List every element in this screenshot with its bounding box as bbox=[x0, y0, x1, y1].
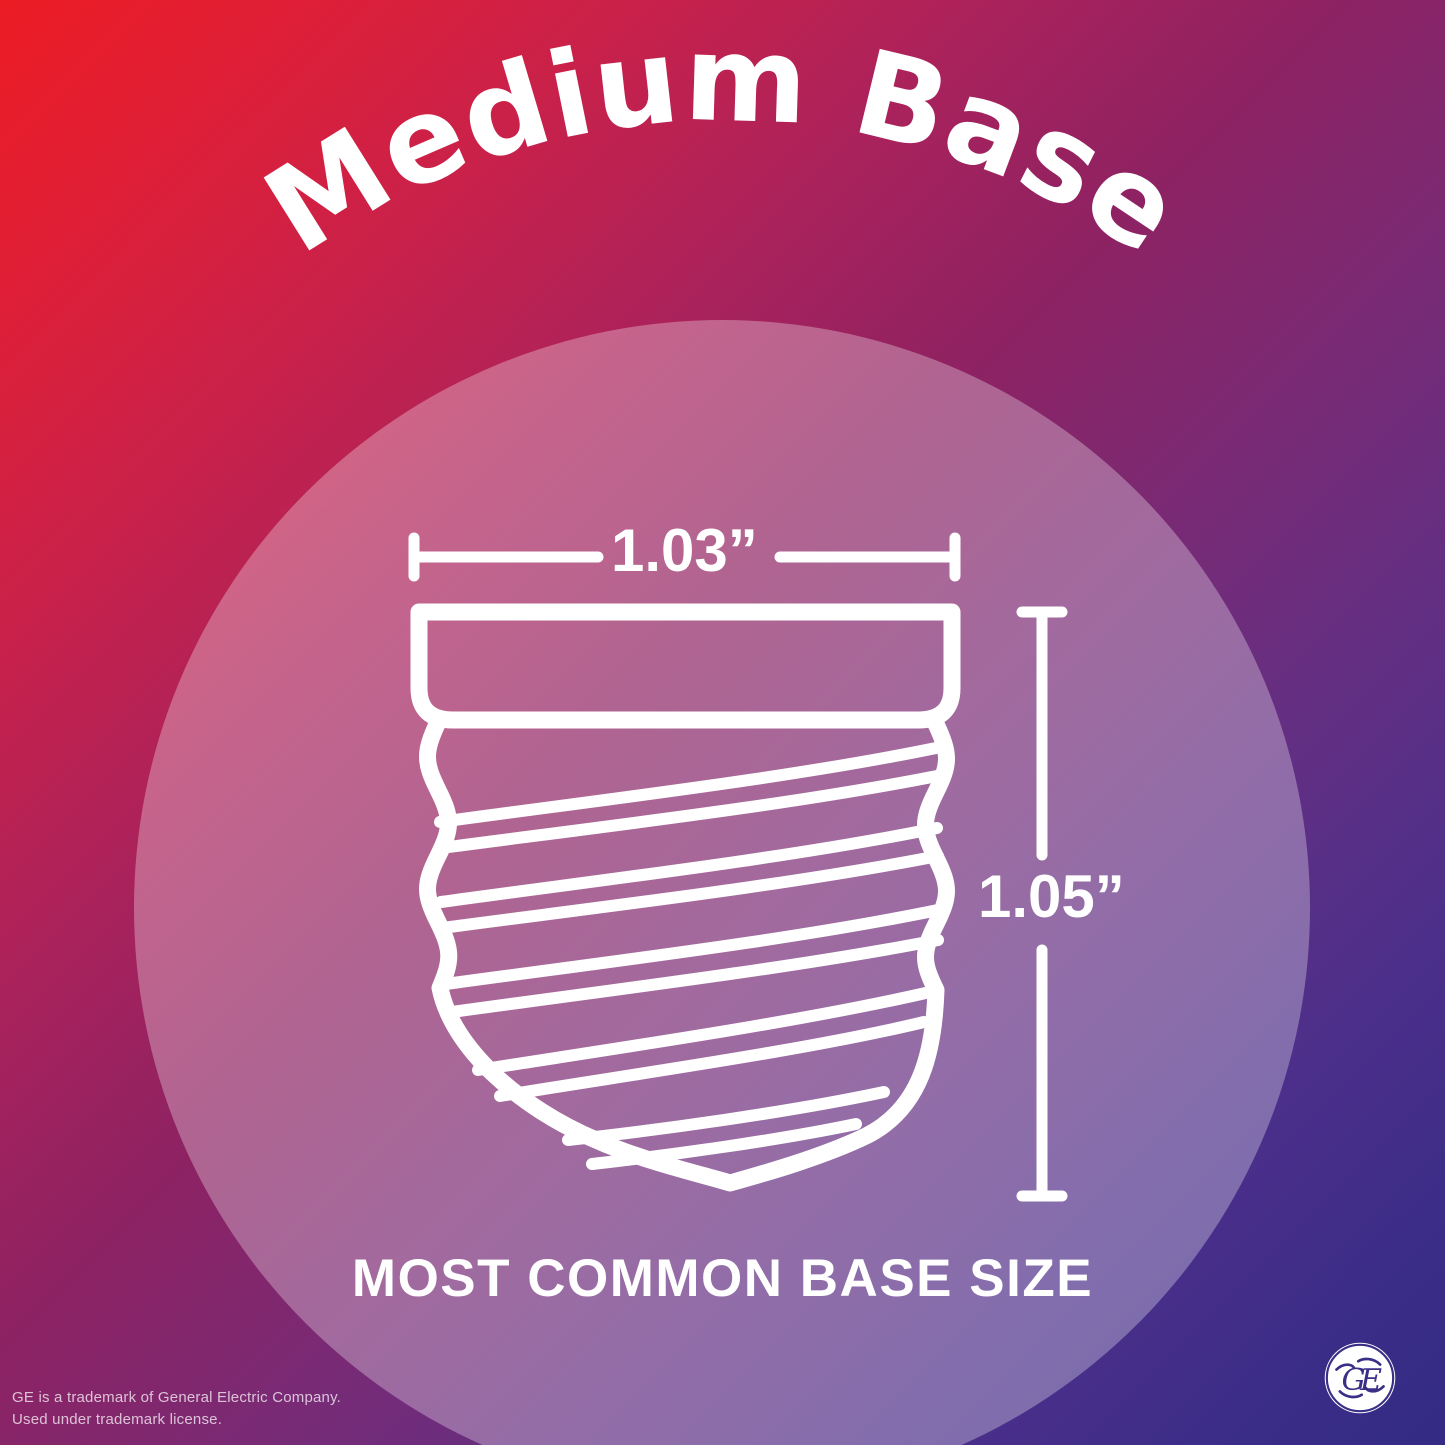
height-dimension-line bbox=[1016, 606, 1068, 1202]
ge-logo-letters-e: E bbox=[1359, 1363, 1382, 1398]
thread-lines bbox=[434, 742, 944, 1170]
base-collar bbox=[410, 603, 961, 729]
width-dimension-label: 1.03” bbox=[611, 517, 758, 584]
ge-logo-icon: G E bbox=[1324, 1342, 1396, 1414]
legal-notice: GE is a trademark of General Electric Co… bbox=[12, 1387, 341, 1431]
legal-line-1: GE is a trademark of General Electric Co… bbox=[12, 1389, 342, 1406]
height-dimension-label: 1.05” bbox=[978, 863, 1125, 930]
legal-line-2: Used under trademark license. bbox=[12, 1410, 223, 1428]
caption-text: MOST COMMON BASE SIZE bbox=[351, 1249, 1094, 1308]
width-dimension-line bbox=[408, 532, 961, 582]
circle-backdrop bbox=[134, 320, 1310, 1445]
ge-logo-letters: G bbox=[1342, 1363, 1366, 1398]
base-thread-body bbox=[419, 713, 955, 1192]
